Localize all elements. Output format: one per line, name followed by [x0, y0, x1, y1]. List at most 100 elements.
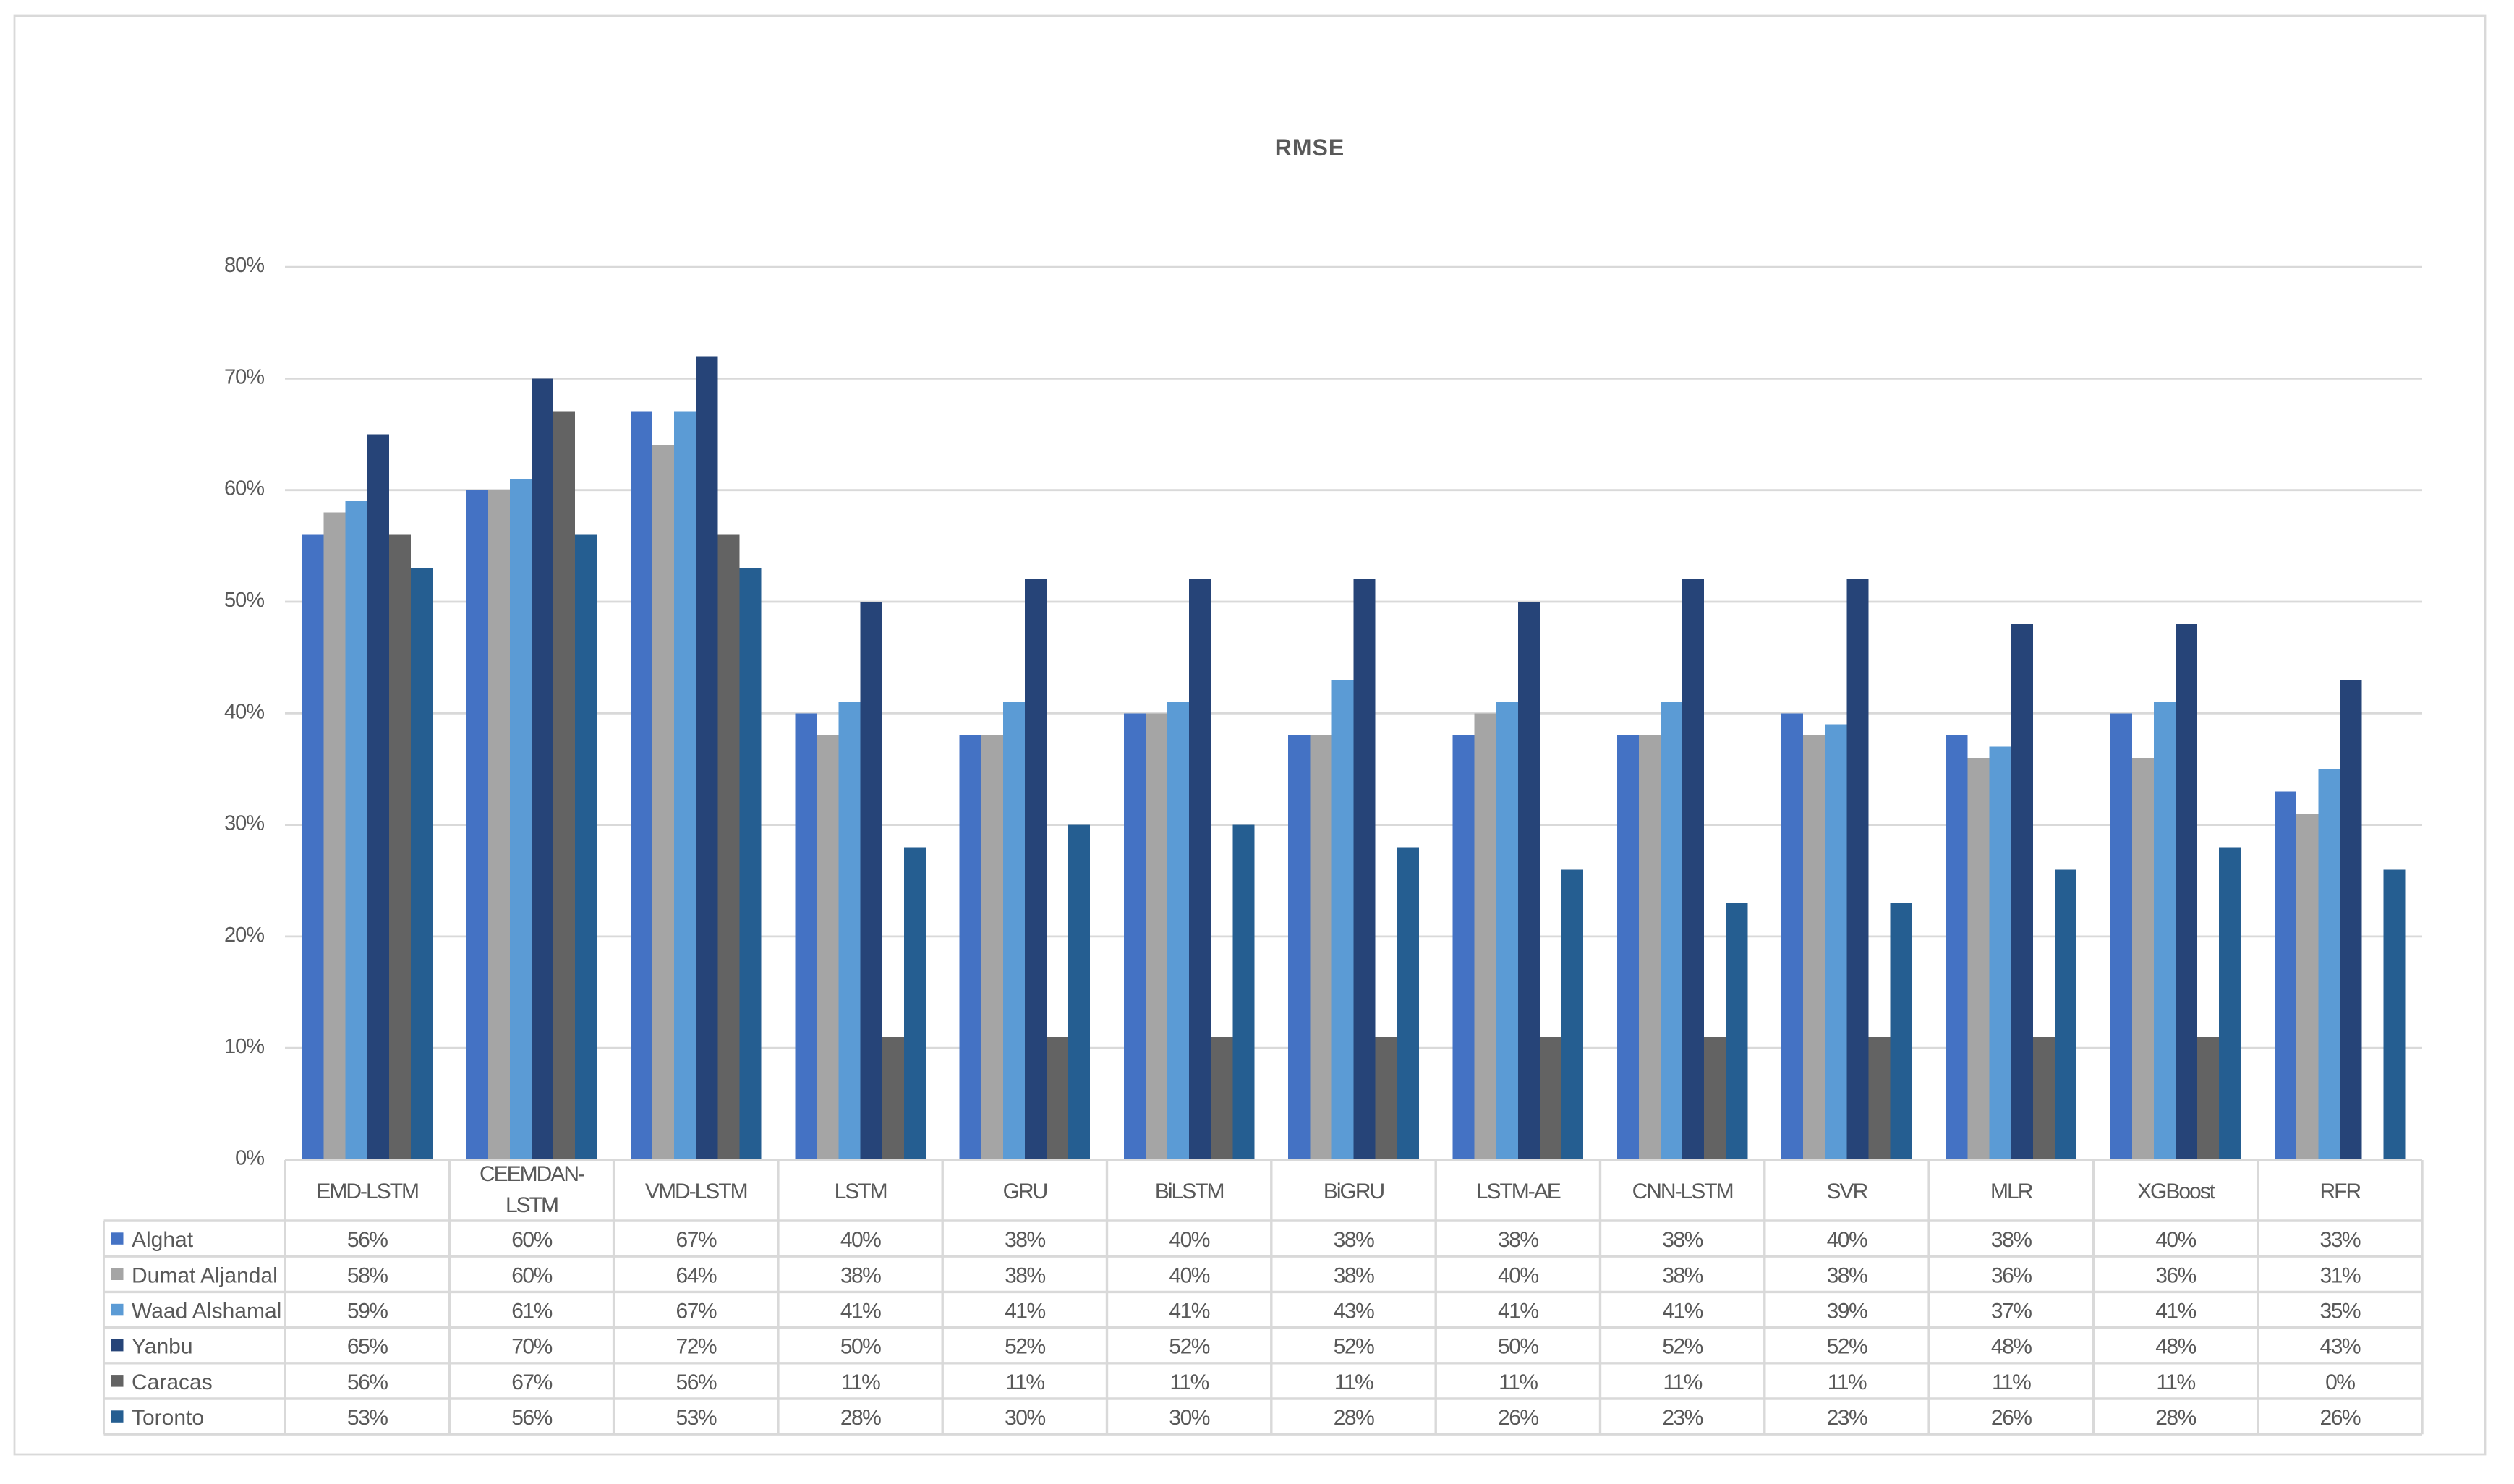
svg-text:60%: 60% — [224, 477, 264, 500]
svg-text:11%: 11% — [1499, 1370, 1538, 1394]
svg-text:30%: 30% — [224, 812, 264, 835]
svg-text:31%: 31% — [2320, 1263, 2361, 1287]
svg-text:RMSE: RMSE — [1275, 135, 1345, 161]
svg-text:35%: 35% — [2320, 1300, 2361, 1323]
svg-text:43%: 43% — [1334, 1300, 1374, 1323]
svg-text:Toronto: Toronto — [132, 1406, 204, 1430]
svg-text:70%: 70% — [511, 1335, 552, 1359]
svg-text:26%: 26% — [2320, 1406, 2361, 1430]
svg-text:60%: 60% — [511, 1228, 552, 1252]
svg-text:11%: 11% — [841, 1370, 880, 1394]
svg-text:41%: 41% — [1169, 1300, 1209, 1323]
svg-text:26%: 26% — [1498, 1406, 1538, 1430]
svg-text:38%: 38% — [1991, 1228, 2032, 1252]
svg-text:EMD-LSTM: EMD-LSTM — [316, 1180, 418, 1203]
svg-text:26%: 26% — [1991, 1406, 2032, 1430]
svg-text:VMD-LSTM: VMD-LSTM — [645, 1180, 747, 1203]
svg-text:52%: 52% — [1169, 1335, 1209, 1359]
svg-text:40%: 40% — [1169, 1228, 1209, 1252]
svg-text:36%: 36% — [1991, 1263, 2032, 1287]
svg-text:38%: 38% — [1005, 1263, 1045, 1287]
svg-text:11%: 11% — [1334, 1370, 1373, 1394]
svg-text:20%: 20% — [224, 924, 264, 947]
svg-text:10%: 10% — [224, 1035, 264, 1058]
svg-text:59%: 59% — [347, 1300, 388, 1323]
svg-text:38%: 38% — [1827, 1263, 1867, 1287]
svg-text:50%: 50% — [1498, 1335, 1538, 1359]
svg-text:LSTM-AE: LSTM-AE — [1476, 1180, 1561, 1203]
svg-text:40%: 40% — [1827, 1228, 1867, 1252]
svg-text:38%: 38% — [1662, 1228, 1703, 1252]
svg-text:56%: 56% — [676, 1370, 717, 1394]
svg-text:23%: 23% — [1827, 1406, 1867, 1430]
svg-text:Caracas: Caracas — [132, 1370, 213, 1394]
svg-text:41%: 41% — [1005, 1300, 1045, 1323]
svg-text:CNN-LSTM: CNN-LSTM — [1632, 1180, 1733, 1203]
svg-text:52%: 52% — [1662, 1335, 1703, 1359]
svg-text:28%: 28% — [2155, 1406, 2196, 1430]
svg-text:53%: 53% — [676, 1406, 717, 1430]
svg-text:40%: 40% — [840, 1228, 881, 1252]
svg-text:BiGRU: BiGRU — [1324, 1180, 1384, 1203]
svg-text:41%: 41% — [840, 1300, 881, 1323]
svg-text:40%: 40% — [1498, 1263, 1538, 1287]
svg-text:28%: 28% — [840, 1406, 881, 1430]
svg-text:58%: 58% — [347, 1263, 388, 1287]
svg-text:36%: 36% — [2155, 1263, 2196, 1287]
svg-text:38%: 38% — [1334, 1263, 1374, 1287]
svg-text:52%: 52% — [1334, 1335, 1374, 1359]
svg-text:50%: 50% — [224, 589, 264, 612]
svg-text:11%: 11% — [2156, 1370, 2195, 1394]
svg-text:11%: 11% — [1663, 1370, 1702, 1394]
svg-text:48%: 48% — [2155, 1335, 2196, 1359]
svg-text:11%: 11% — [1005, 1370, 1044, 1394]
svg-text:39%: 39% — [1827, 1300, 1867, 1323]
svg-text:65%: 65% — [347, 1335, 388, 1359]
svg-text:38%: 38% — [840, 1263, 881, 1287]
svg-text:Waad Alshamal: Waad Alshamal — [132, 1300, 281, 1323]
svg-text:72%: 72% — [676, 1335, 717, 1359]
svg-text:11%: 11% — [1170, 1370, 1209, 1394]
svg-text:XGBoost: XGBoost — [2137, 1180, 2216, 1203]
svg-text:56%: 56% — [347, 1370, 388, 1394]
svg-text:BiLSTM: BiLSTM — [1155, 1180, 1224, 1203]
svg-text:61%: 61% — [511, 1300, 552, 1323]
svg-text:23%: 23% — [1662, 1406, 1703, 1430]
svg-text:80%: 80% — [224, 254, 264, 277]
svg-text:LSTM: LSTM — [506, 1193, 558, 1217]
svg-text:Alghat: Alghat — [132, 1228, 194, 1252]
svg-text:11%: 11% — [1992, 1370, 2031, 1394]
svg-text:Yanbu: Yanbu — [132, 1335, 193, 1359]
svg-text:41%: 41% — [1662, 1300, 1703, 1323]
svg-text:67%: 67% — [511, 1370, 552, 1394]
svg-text:33%: 33% — [2320, 1228, 2361, 1252]
svg-text:67%: 67% — [676, 1300, 717, 1323]
svg-text:38%: 38% — [1005, 1228, 1045, 1252]
svg-text:GRU: GRU — [1003, 1180, 1047, 1203]
svg-text:Dumat Aljandal: Dumat Aljandal — [132, 1263, 278, 1287]
svg-text:38%: 38% — [1498, 1228, 1538, 1252]
svg-text:52%: 52% — [1005, 1335, 1045, 1359]
svg-text:43%: 43% — [2320, 1335, 2361, 1359]
svg-text:MLR: MLR — [1990, 1180, 2033, 1203]
svg-text:38%: 38% — [1334, 1228, 1374, 1252]
svg-text:52%: 52% — [1827, 1335, 1867, 1359]
svg-text:64%: 64% — [676, 1263, 717, 1287]
svg-text:53%: 53% — [347, 1406, 388, 1430]
svg-text:30%: 30% — [1169, 1406, 1209, 1430]
svg-text:11%: 11% — [1828, 1370, 1867, 1394]
svg-text:60%: 60% — [511, 1263, 552, 1287]
svg-text:40%: 40% — [224, 700, 264, 723]
svg-text:30%: 30% — [1005, 1406, 1045, 1430]
svg-text:0%: 0% — [2325, 1370, 2355, 1394]
svg-text:67%: 67% — [676, 1228, 717, 1252]
svg-text:40%: 40% — [1169, 1263, 1209, 1287]
svg-text:41%: 41% — [1498, 1300, 1538, 1323]
svg-text:LSTM: LSTM — [835, 1180, 887, 1203]
svg-text:38%: 38% — [1662, 1263, 1703, 1287]
svg-text:28%: 28% — [1334, 1406, 1374, 1430]
svg-text:70%: 70% — [224, 365, 264, 388]
svg-text:0%: 0% — [235, 1147, 264, 1170]
svg-text:40%: 40% — [2155, 1228, 2196, 1252]
svg-text:48%: 48% — [1991, 1335, 2032, 1359]
